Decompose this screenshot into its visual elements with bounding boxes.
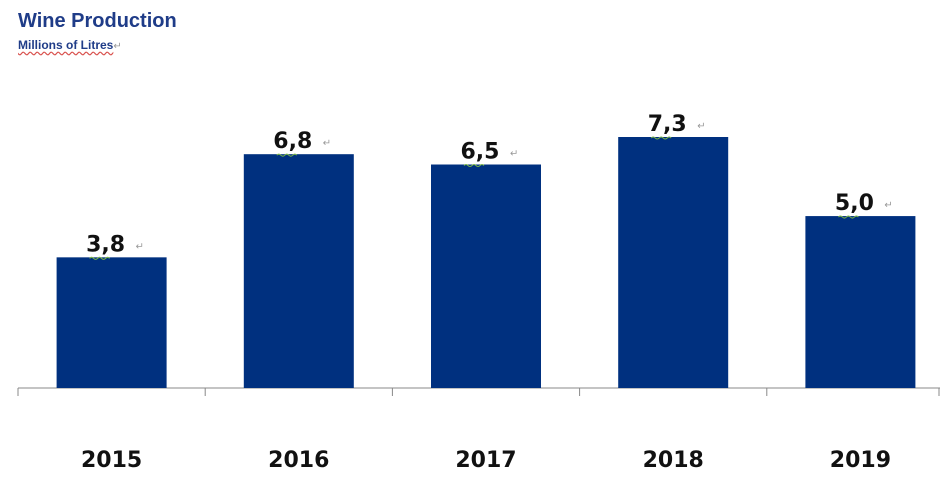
paragraph-mark-icon: ↵ <box>113 41 122 52</box>
paragraph-mark-icon: ↵ <box>697 121 705 132</box>
x-tick-label: 2018 <box>643 448 704 473</box>
bar <box>431 164 541 388</box>
paragraph-mark-icon: ↵ <box>323 138 331 149</box>
bar <box>805 216 916 388</box>
data-label: 6,8 <box>273 129 312 154</box>
chart-title: Wine Production <box>18 10 177 32</box>
chart-subtitle: Millions of Litres↵ <box>18 38 122 52</box>
spellcheck-underline <box>838 215 859 219</box>
bar <box>618 137 729 388</box>
x-tick-label: 2016 <box>268 448 329 473</box>
spellcheck-underline <box>276 153 298 157</box>
x-tick-label: 2017 <box>455 448 516 473</box>
paragraph-mark-icon: ↵ <box>510 149 518 160</box>
data-label: 6,5 <box>461 140 500 165</box>
chart-subtitle-text: Millions of Litres <box>18 38 114 52</box>
paragraph-mark-icon: ↵ <box>884 200 892 211</box>
spellcheck-underline <box>89 256 110 260</box>
spellcheck-underline <box>650 136 672 140</box>
spellcheck-underline <box>463 164 485 168</box>
data-label: 5,0 <box>835 191 874 216</box>
paragraph-mark-icon: ↵ <box>136 241 144 252</box>
x-tick-label: 2015 <box>81 448 142 473</box>
bar <box>56 257 167 388</box>
x-tick-label: 2019 <box>830 448 891 473</box>
data-label: 3,8 <box>86 232 125 257</box>
bar <box>243 154 354 388</box>
data-label: 7,3 <box>648 112 687 137</box>
